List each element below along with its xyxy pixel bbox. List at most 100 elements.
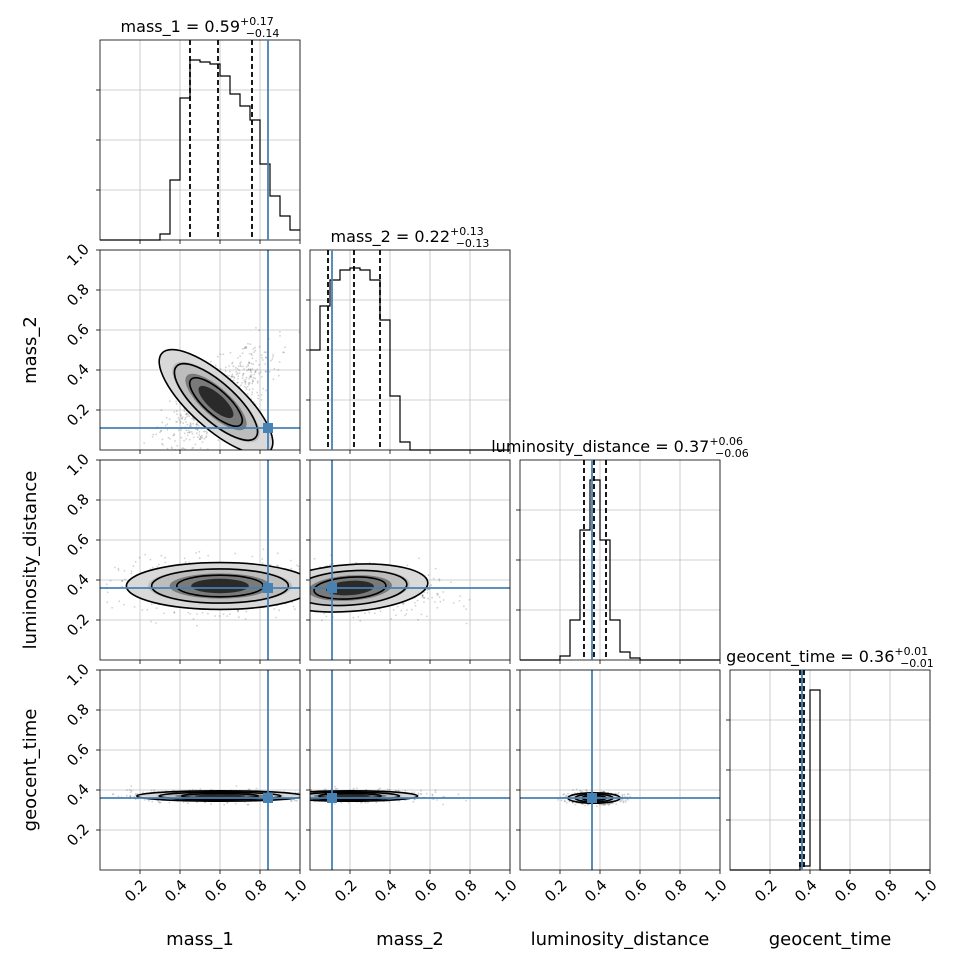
mass_1-vs-mass_2-sample-point (313, 350, 315, 352)
luminosity_distance-vs-geocent_time-sample-point (595, 805, 598, 808)
mass_1-vs-luminosity_distance-sample-point (149, 558, 152, 561)
mass_2-vs-geocent_time-sample-point (388, 801, 390, 803)
mass_2-vs-geocent_time-sample-point (302, 792, 304, 794)
mass_1-vs-mass_2-sample-point (192, 436, 195, 439)
mass_1-vs-mass_2-sample-point (180, 436, 183, 439)
mass_1-vs-mass_2-sample-point (242, 365, 245, 368)
mass_1-vs-mass_2-sample-point (173, 487, 175, 489)
mass_2-vs-luminosity_distance-sample-point (405, 613, 408, 615)
mass_1-vs-luminosity_distance-sample-point (303, 594, 305, 596)
mass_1-vs-mass_2-sample-point (163, 462, 165, 464)
mass_1-vs-mass_2-sample-point (241, 382, 244, 384)
mass_1-vs-mass_2-sample-point (261, 375, 263, 378)
luminosity_distance-vs-geocent_time-sample-point (600, 803, 603, 806)
mass_2-vs-luminosity_distance-sample-point (302, 622, 304, 624)
mass_2-vs-geocent_time-sample-point (307, 794, 309, 796)
mass_1-vs-luminosity_distance-sample-point (183, 557, 186, 560)
mass_2-vs-luminosity_distance-sample-point (421, 595, 424, 597)
mass_1-vs-luminosity_distance-sample-point (207, 554, 210, 557)
mass_1-vs-mass_2-sample-point (183, 439, 186, 442)
mass_2-vs-geocent_time-sample-point (336, 787, 339, 790)
luminosity_distance-vs-geocent_time-sample-point (584, 804, 587, 807)
mass_1-vs-mass_2-sample-point (241, 352, 244, 355)
mass_2-vs-luminosity_distance-sample-point (307, 570, 309, 572)
mass_1-vs-mass_2-sample-point (233, 376, 236, 379)
mass_2-vs-luminosity_distance-sample-point (304, 584, 306, 586)
mass_1-vs-mass_2-sample-point (269, 359, 272, 362)
mass_1-vs-mass_2-sample-point (261, 359, 264, 361)
mass_1-vs-mass_2-sample-point (204, 430, 207, 433)
geocent_time-xtick-label: 1.0 (911, 876, 941, 906)
mass_2-vs-luminosity_distance-sample-point (357, 616, 360, 618)
mass_1-vs-mass_2-sample-point (160, 461, 162, 463)
luminosity_distance-vs-geocent_time-sample-point (617, 793, 619, 796)
mass_1-vs-mass_2-sample-point (175, 400, 178, 403)
mass_1-vs-geocent_time-sample-point (143, 799, 146, 801)
mass_2-ytick-label: 1.0 (63, 240, 93, 270)
mass_1-vs-geocent_time-sample-point (255, 787, 258, 790)
geocent_time-ytick-label: 0.4 (63, 780, 93, 810)
mass_1-vs-mass_2-sample-point (237, 377, 240, 380)
mass_1-vs-luminosity_distance-sample-point (236, 609, 239, 612)
mass_1-vs-mass_2-sample-point (199, 447, 202, 449)
mass_1-vs-mass_2-sample-point (173, 410, 176, 413)
mass_1-vs-mass_2-frame (99, 249, 301, 451)
mass_1-vs-mass_2-sample-point (231, 375, 234, 378)
mass_1-vs-mass_2-sample-point (196, 429, 199, 431)
mass_1-vs-mass_2-sample-point (188, 438, 191, 441)
mass_1-vs-mass_2-sample-point (175, 421, 178, 423)
mass_1-vs-mass_2-sample-point (196, 457, 198, 459)
luminosity_distance-vs-geocent_time-sample-point (627, 793, 630, 795)
mass_1-vs-mass_2-sample-point (253, 351, 256, 354)
mass_1-vs-luminosity_distance-sample-point (192, 618, 195, 620)
mass_1-vs-luminosity_distance-sample-point (130, 572, 133, 575)
mass_1-vs-luminosity_distance-sample-point (237, 609, 240, 612)
luminosity_distance-vs-geocent_time-sample-point (562, 793, 565, 796)
mass_1-vs-geocent_time-sample-point (134, 793, 137, 795)
mass_1-vs-mass_2-sample-point (259, 371, 262, 374)
mass_1-vs-geocent_time-sample-point (148, 799, 150, 802)
mass_1-vs-geocent_time-sample-point (111, 793, 114, 796)
mass_1-vs-mass_2-sample-point (228, 375, 231, 377)
mass_1-vs-mass_2-sample-point (201, 434, 203, 437)
mass_1-vs-mass_2-sample-point (243, 368, 246, 370)
mass_1-vs-mass_2-sample-point (251, 391, 254, 394)
mass_2-vs-geocent_time-truth-marker (327, 793, 337, 803)
mass_2-vs-geocent_time-sample-point (334, 787, 337, 790)
luminosity_distance-vs-geocent_time-sample-point (567, 792, 569, 795)
mass_1-vs-mass_2-sample-point (236, 458, 238, 460)
mass_2-vs-luminosity_distance-sample-point (303, 585, 305, 587)
mass_1-vs-mass_2-sample-point (160, 430, 162, 432)
mass_1-vs-luminosity_distance-sample-point (218, 615, 221, 617)
mass_1-vs-mass_2-sample-point (189, 422, 192, 425)
mass_2-vs-geocent_time-sample-point (419, 793, 422, 795)
mass_1-vs-luminosity_distance-sample-point (273, 608, 276, 610)
mass_2-vs-luminosity_distance-sample-point (428, 585, 431, 588)
mass_1-vs-mass_2-sample-point (256, 391, 259, 394)
mass_1-vs-luminosity_distance-density-level (191, 578, 249, 594)
mass_2-vs-luminosity_distance-sample-point (304, 583, 306, 585)
mass_1-vs-mass_2-sample-point (159, 431, 161, 434)
mass_1-vs-geocent_time-sample-point (117, 795, 120, 798)
mass_2-vs-luminosity_distance-sample-point (402, 602, 405, 605)
mass_2-vs-geocent_time-sample-point (377, 788, 380, 791)
mass_1-vs-mass_2-sample-point (160, 429, 163, 432)
mass_1-vs-luminosity_distance-sample-point (121, 579, 124, 582)
mass_1-vs-mass_2-sample-point (210, 360, 212, 363)
mass_1-vs-geocent_time-sample-point (294, 791, 297, 794)
mass_1-vs-mass_2-sample-point (222, 353, 225, 356)
mass_2-vs-luminosity_distance-sample-point (395, 614, 397, 616)
mass_1-vs-luminosity_distance-sample-point (292, 605, 295, 608)
mass_2-vs-geocent_time-sample-point (417, 793, 420, 796)
mass_1-vs-mass_2-sample-point (254, 349, 257, 352)
mass_1-vs-mass_2-sample-point (191, 447, 194, 450)
mass_1-vs-mass_2-sample-point (168, 400, 171, 403)
mass_1-vs-mass_2-sample-point (240, 361, 242, 363)
mass_1-vs-luminosity_distance-sample-point (276, 564, 279, 567)
mass_1-vs-mass_2-sample-point (180, 414, 182, 417)
mass_1-vs-mass_2-sample-point (257, 397, 259, 400)
mass_1-vs-mass_2-sample-point (277, 374, 280, 377)
mass_1-vs-geocent_time-sample-point (294, 799, 297, 802)
mass_1-vs-mass_2-sample-point (166, 447, 169, 450)
mass_2-vs-luminosity_distance-sample-point (325, 615, 328, 618)
